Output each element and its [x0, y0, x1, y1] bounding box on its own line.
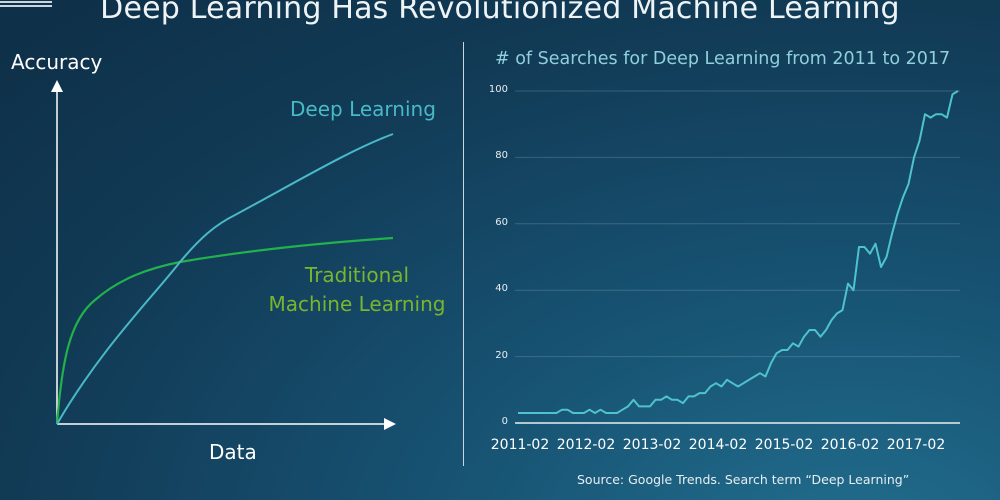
x-tick-label: 2016-02 — [820, 437, 880, 453]
y-tick-label: 20 — [495, 349, 508, 361]
deep-learning-label: Deep Learning — [290, 97, 436, 121]
ibm-logo — [0, 1, 52, 7]
x-tick-label: 2014-02 — [688, 437, 748, 453]
deep-learning-curve — [56, 133, 394, 425]
y-tick-label: 100 — [488, 84, 508, 95]
x-tick-label: 2017-02 — [886, 437, 946, 453]
search-trends-chart — [515, 90, 960, 424]
y-tick-label: 60 — [495, 216, 508, 228]
x-tick-label: 2012-02 — [556, 437, 616, 453]
slide-title: Deep Learning Has Revolutionized Machine… — [100, 0, 900, 26]
x-axis-label: Data — [209, 440, 257, 464]
y-tick-label: 40 — [495, 283, 508, 295]
x-tick-label: 2013-02 — [622, 437, 682, 453]
y-axis-label: Accuracy — [11, 50, 103, 74]
trends-chart-title: # of Searches for Deep Learning from 201… — [495, 49, 951, 69]
search-volume-line — [518, 90, 959, 414]
traditional-ml-curve — [55, 236, 394, 425]
divider — [463, 42, 464, 466]
source-note: Source: Google Trends. Search term “Deep… — [577, 472, 910, 487]
y-tick-label: 0 — [501, 416, 508, 427]
x-tick-label: 2015-02 — [754, 437, 814, 453]
y-tick-label: 80 — [495, 150, 508, 162]
x-tick-label: 2011-02 — [490, 437, 550, 453]
traditional-ml-label: Traditional Machine Learning — [268, 263, 446, 316]
accuracy-vs-data-chart — [51, 80, 396, 430]
